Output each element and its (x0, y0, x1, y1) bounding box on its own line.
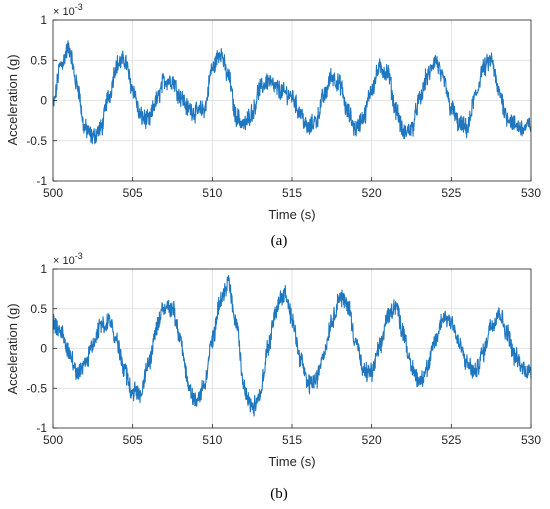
y-tick-label: 0 (40, 342, 47, 356)
x-tick-label: 510 (202, 433, 222, 447)
y-axis-label-b: Acceleration (g) (5, 303, 20, 394)
x-tick-label: 520 (362, 186, 382, 200)
ticks-a: 500 505 510 515 520 525 530 1 0.5 0 -0.5 -1 (26, 13, 541, 200)
ticks-b: 500 505 510 515 520 525 530 1 0.5 0 -0.5 -1 (26, 262, 541, 447)
x-tick-label: 530 (521, 433, 541, 447)
x-tick-label: 515 (282, 433, 302, 447)
x-tick-label: 525 (441, 186, 461, 200)
y-tick-label: 0.5 (30, 53, 47, 67)
y-tick-label: 0 (40, 94, 47, 108)
y-tick-label: 1 (40, 262, 47, 276)
exponent-label-b: × 10-3 (53, 251, 83, 267)
x-tick-label: 515 (282, 186, 302, 200)
x-tick-label: 510 (202, 186, 222, 200)
y-axis-label-a: Acceleration (g) (5, 54, 20, 145)
y-tick-label: -1 (36, 421, 47, 435)
y-tick-label: -0.5 (26, 381, 47, 395)
x-axis-label-b: Time (s) (268, 454, 315, 469)
exponent-label-a: × 10-3 (53, 2, 83, 18)
y-tick-label: -0.5 (26, 134, 47, 148)
x-tick-label: 505 (123, 433, 143, 447)
series-line-b (52, 275, 532, 417)
x-axis-label-a: Time (s) (268, 207, 315, 222)
x-tick-label: 520 (362, 433, 382, 447)
y-tick-label: 1 (40, 13, 47, 27)
x-tick-label: 530 (521, 186, 541, 200)
x-tick-label: 505 (123, 186, 143, 200)
y-tick-label: 0.5 (30, 302, 47, 316)
y-tick-label: -1 (36, 174, 47, 188)
series-line-a (52, 40, 532, 145)
x-tick-label: 500 (43, 433, 63, 447)
x-tick-label: 525 (441, 433, 461, 447)
caption-a: (a) (271, 233, 288, 249)
x-tick-label: 500 (43, 186, 63, 200)
caption-b: (b) (270, 486, 288, 502)
